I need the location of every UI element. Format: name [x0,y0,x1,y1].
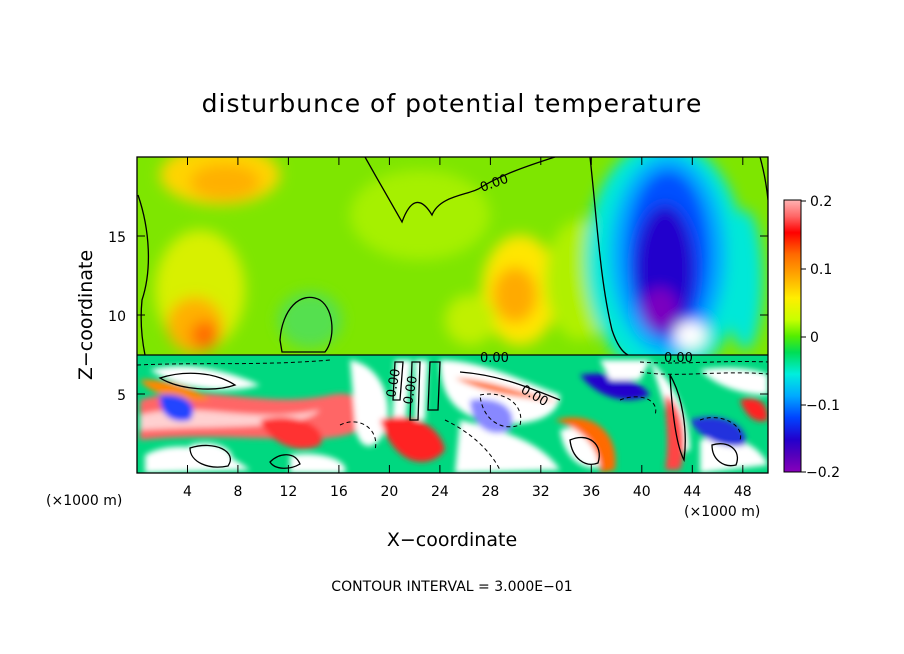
x-tick-label: 16 [330,484,348,500]
contour-label: 0.00 [384,368,404,399]
colorbar-tick: −0.1 [806,398,840,414]
y-axis-label: Z−coordinate [75,250,97,380]
x-tick-label: 44 [683,484,701,500]
contour-interval-note: CONTOUR INTERVAL = 3.000E−01 [331,579,572,595]
x-tick-label: 28 [481,484,499,500]
x-tick-label: 36 [582,484,600,500]
x-tick-label: 20 [380,484,398,500]
colorbar-tick: 0.1 [810,262,832,278]
colorbar-tick: −0.2 [806,465,840,481]
colorbar-tick: 0 [810,330,819,346]
x-tick-label: 40 [633,484,651,500]
contour-lines [137,157,768,469]
chart-title: disturbunce of potential temperature [202,89,703,118]
y-tick-label: 10 [108,309,126,325]
x-tick-label: 24 [431,484,449,500]
x-tick-label: 4 [183,484,192,500]
contour-label: 0.00 [401,375,421,406]
y-tick-label: 15 [108,230,126,246]
x-unit-left: (×1000 m) [46,493,122,509]
contour-lines-negative [137,359,768,471]
field-lower [137,355,768,473]
x-tick-label: 48 [734,484,752,500]
colorbar-tick: 0.2 [810,194,832,210]
x-unit-right: (×1000 m) [684,504,760,520]
contour-label: 0.00 [480,351,509,366]
x-axis-label: X−coordinate [387,529,517,551]
colorbar: 0.2 0.1 0 −0.1 −0.2 [783,194,840,481]
x-tick-labels: 4 8 12 16 20 24 28 32 36 40 44 48 [183,484,752,500]
x-tick-label: 8 [233,484,242,500]
y-tick-label: 5 [117,388,126,404]
field-upper [137,157,768,355]
x-tick-label: 12 [279,484,297,500]
contour-label: 0.00 [664,351,693,366]
x-axis [187,157,744,473]
y-tick-labels: 5 10 15 [108,230,126,404]
x-tick-label: 32 [532,484,550,500]
y-axis [137,235,768,395]
